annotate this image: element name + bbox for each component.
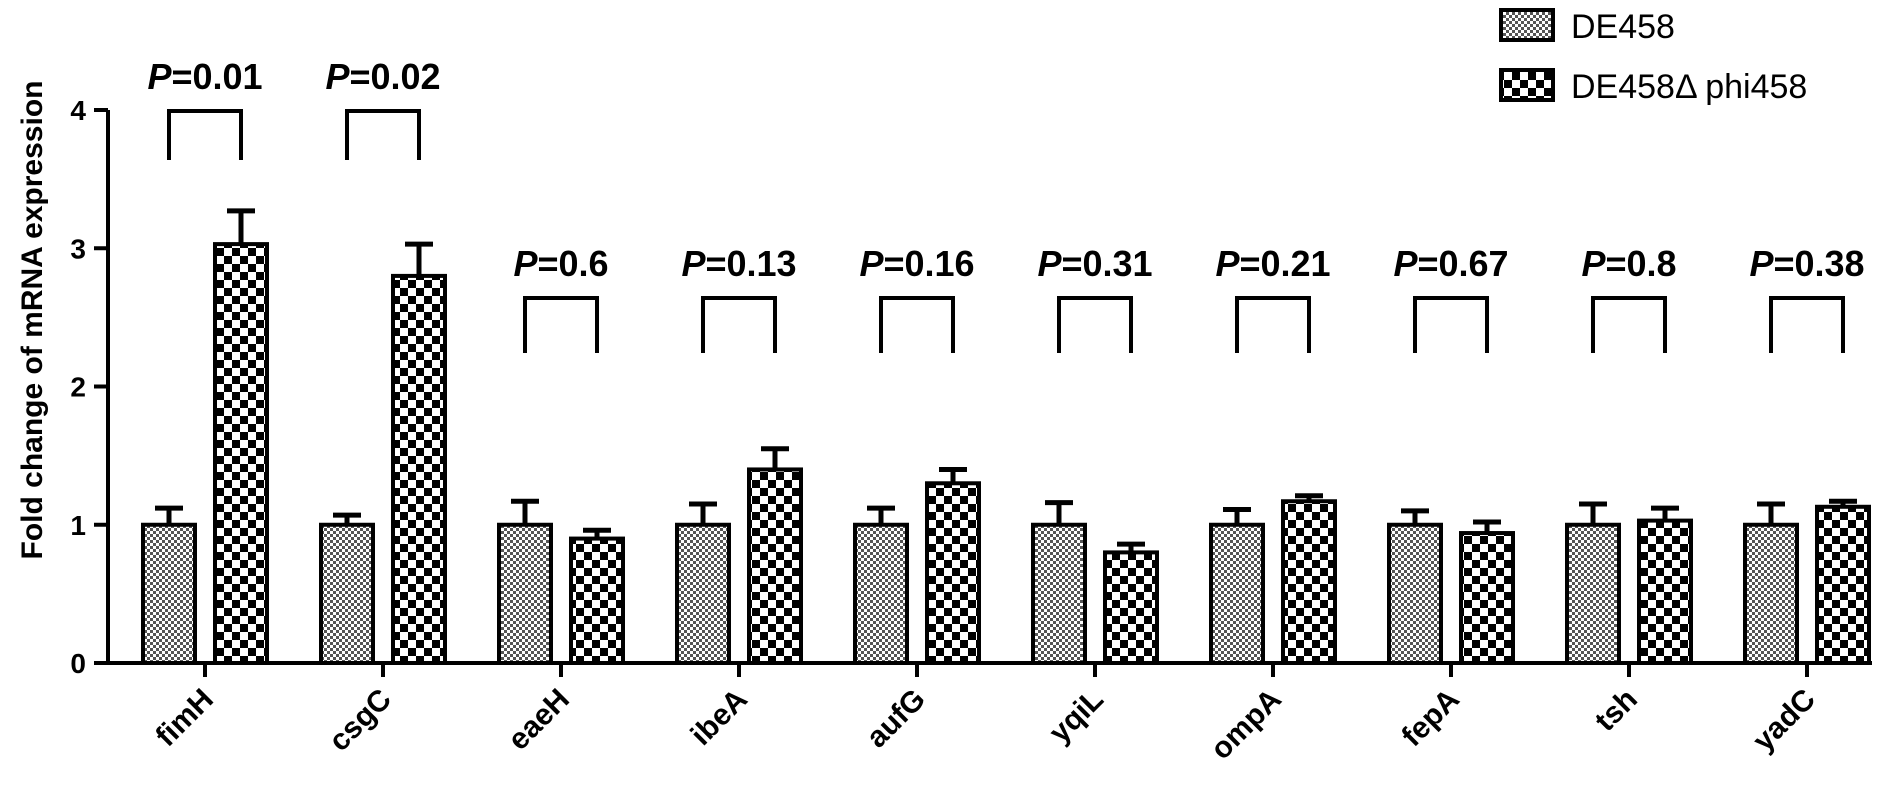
bar-csgC-de458-delta-phi458 [391, 273, 447, 665]
x-category-label-csgC: csgC [323, 683, 398, 758]
x-category-label-ompA: ompA [1205, 683, 1288, 766]
significance-bracket-fimH [167, 109, 243, 160]
bar-yadC-de458 [1743, 522, 1799, 665]
bar-aufG-de458 [853, 522, 909, 665]
bar-ompA-de458-delta-phi458 [1281, 499, 1337, 665]
bar-fimH-de458 [141, 522, 197, 665]
bar-fepA-de458-delta-phi458 [1459, 531, 1515, 665]
legend-label-de458: DE458 [1571, 8, 1675, 46]
bar-csgC-de458 [319, 522, 375, 665]
p-value-label-fimH: P=0.01 [147, 56, 262, 97]
p-value-label-ibeA: P=0.13 [681, 243, 796, 284]
p-value-label-fepA: P=0.67 [1393, 243, 1508, 284]
significance-annotations: P=0.01 P=0.02 P=0.6 P=0.13 P=0.16 P=0.31 P=0.2… [147, 56, 1865, 353]
significance-bracket-tsh [1591, 296, 1667, 353]
x-category-label-yadC: yadC [1747, 683, 1822, 758]
significance-bracket-eaeH [523, 296, 599, 353]
bar-ompA-de458 [1209, 522, 1265, 665]
bar-ibeA-de458 [675, 522, 731, 665]
y-axis: 0 1 2 3 4 [70, 95, 110, 679]
bar-fimH-de458-delta-phi458 [213, 242, 269, 665]
significance-bracket-ibeA [701, 296, 777, 353]
bar-eaeH-de458-delta-phi458 [569, 536, 625, 666]
bar-fepA-de458 [1387, 522, 1443, 665]
p-value-label-yadC: P=0.38 [1749, 243, 1864, 284]
bar-aufG-de458-delta-phi458 [925, 481, 981, 665]
bar-yqiL-de458 [1031, 522, 1087, 665]
x-category-label-fepA: fepA [1395, 683, 1465, 753]
significance-bracket-yqiL [1057, 296, 1133, 353]
y-tick-label: 3 [70, 233, 86, 264]
x-category-label-aufG: aufG [860, 683, 932, 755]
significance-bracket-yadC [1769, 296, 1845, 353]
legend-label-de458-delta-phi458: DE458Δ phi458 [1571, 68, 1807, 106]
y-tick-label: 2 [70, 372, 86, 403]
bar-yqiL-de458-delta-phi458 [1103, 550, 1159, 666]
legend-swatch-de458 [1499, 8, 1555, 42]
bar-tsh-de458-delta-phi458 [1637, 518, 1693, 665]
y-tick-label: 0 [70, 648, 86, 679]
p-value-label-ompA: P=0.21 [1215, 243, 1330, 284]
p-value-label-yqiL: P=0.31 [1037, 243, 1152, 284]
legend: DE458 DE458Δ phi458 [1499, 8, 1807, 106]
significance-bracket-fepA [1413, 296, 1489, 353]
p-value-label-tsh: P=0.8 [1581, 243, 1676, 284]
bar-tsh-de458 [1565, 522, 1621, 665]
p-value-label-eaeH: P=0.6 [513, 243, 608, 284]
x-category-label-ibeA: ibeA [685, 683, 754, 752]
bar-ibeA-de458-delta-phi458 [747, 467, 803, 666]
significance-bracket-csgC [345, 109, 421, 160]
x-axis: fimH csgC eaeH ibeA aufG yqiL ompA fepA tsh yadC [108, 661, 1872, 766]
bar-eaeH-de458 [497, 522, 553, 665]
p-value-label-csgC: P=0.02 [325, 56, 440, 97]
y-tick-label: 4 [70, 95, 86, 126]
legend-swatch-de458-delta-phi458 [1499, 68, 1555, 102]
significance-bracket-aufG [879, 296, 955, 353]
bar-yadC-de458-delta-phi458 [1815, 504, 1871, 665]
p-value-label-aufG: P=0.16 [859, 243, 974, 284]
y-axis-title: Fold change of mRNA expression [16, 81, 49, 560]
y-tick-label: 1 [70, 510, 86, 541]
x-category-label-eaeH: eaeH [502, 683, 576, 757]
x-category-label-yqiL: yqiL [1043, 683, 1110, 750]
x-category-label-tsh: tsh [1589, 683, 1644, 738]
x-category-label-fimH: fimH [149, 683, 219, 753]
significance-bracket-ompA [1235, 296, 1311, 353]
